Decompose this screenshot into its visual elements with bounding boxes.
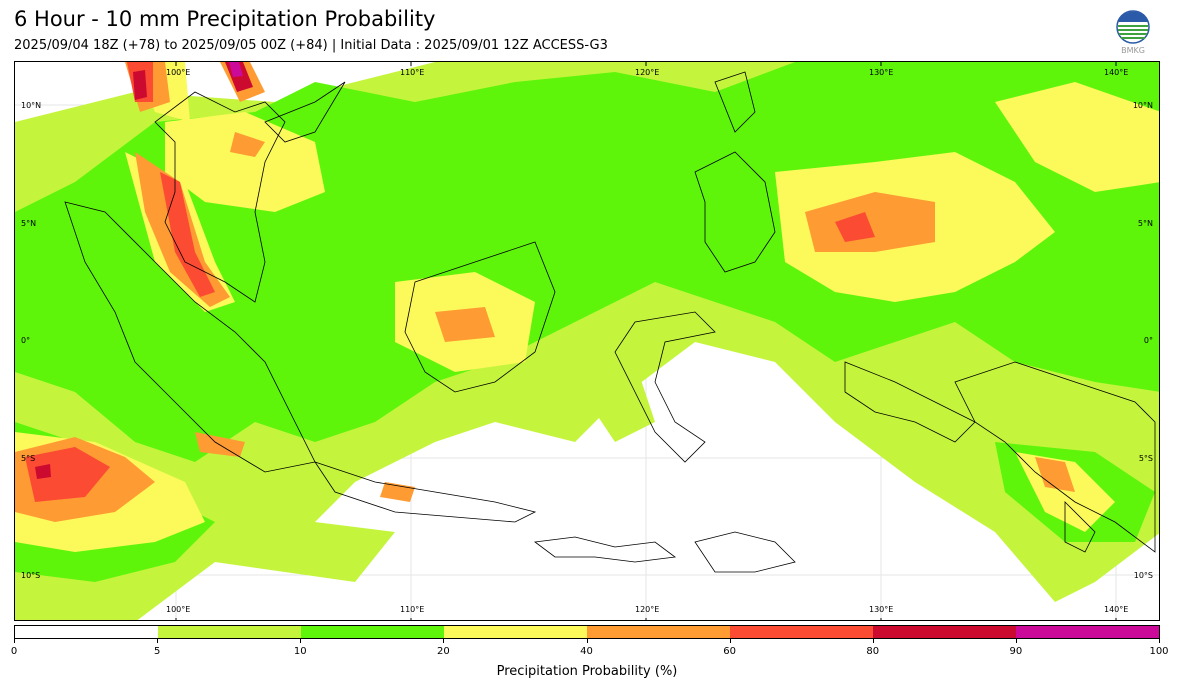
colorbar-tick [300, 639, 302, 643]
colorbar-segment [873, 626, 1016, 638]
lat-label-right: 0° [1143, 336, 1153, 345]
lat-label-right: 10°S [1133, 571, 1153, 580]
colorbar-title: Precipitation Probability (%) [496, 664, 678, 679]
lon-label-bottom: 140°E [1104, 605, 1129, 614]
lat-label-left: 0° [21, 336, 31, 345]
bmkg-logo: BMKG [1114, 10, 1152, 56]
colorbar-segment [587, 626, 730, 638]
colorbar-tick-label: 60 [723, 646, 736, 657]
colorbar-tick [157, 639, 159, 643]
lon-label-bottom: 130°E [869, 605, 894, 614]
precipitation-map: 100°E 110°E 120°E 130°E 140°E 100°E 110°… [14, 61, 1160, 621]
lat-label-left: 5°S [21, 454, 36, 463]
prob-90-100-layer [229, 62, 243, 77]
lat-label-right: 5°N [1137, 219, 1153, 228]
colorbar-tick-label: 100 [1149, 646, 1169, 657]
map-canvas [15, 62, 1159, 620]
colorbar-segment [444, 626, 587, 638]
map-subtitle: 2025/09/04 18Z (+78) to 2025/09/05 00Z (… [14, 38, 608, 53]
colorbar [14, 625, 1160, 639]
colorbar-tick-label: 5 [153, 646, 161, 657]
colorbar-tick [14, 639, 15, 643]
lat-label-left: 5°N [21, 219, 37, 228]
colorbar-tick-label: 80 [866, 646, 880, 657]
map-title: 6 Hour - 10 mm Precipitation Probability [14, 7, 436, 31]
colorbar-tick-label: 10 [293, 646, 307, 657]
lon-label-top: 100°E [166, 68, 191, 77]
colorbar-tick-label: 0 [10, 646, 18, 657]
colorbar-tick-label: 90 [1009, 646, 1023, 657]
lon-label-top: 110°E [400, 68, 425, 77]
colorbar-tick [872, 639, 874, 643]
coastlines [64, 71, 1156, 573]
colorbar-segment [301, 626, 444, 638]
lon-label-bottom: 120°E [635, 605, 660, 614]
lon-label-top: 120°E [635, 68, 660, 77]
lon-label-bottom: 100°E [166, 605, 191, 614]
lon-label-top: 140°E [1104, 68, 1129, 77]
colorbar-segment [15, 626, 158, 638]
colorbar-tick [1159, 639, 1160, 643]
colorbar-segment [730, 626, 873, 638]
colorbar-tick-label: 40 [580, 646, 593, 657]
colorbar-tick [586, 639, 588, 643]
colorbar-tick-label: 20 [437, 646, 450, 657]
lat-label-right: 10°N [1132, 101, 1153, 110]
colorbar-tick [443, 639, 445, 643]
lat-label-left: 10°S [21, 571, 41, 580]
lon-label-bottom: 110°E [400, 605, 425, 614]
svg-text:BMKG: BMKG [1121, 46, 1145, 55]
colorbar-tick [729, 639, 731, 643]
lat-label-right: 5°S [1138, 454, 1153, 463]
lat-label-left: 10°N [21, 101, 42, 110]
colorbar-tick [1015, 639, 1017, 643]
colorbar-segment [158, 626, 301, 638]
colorbar-segment [1016, 626, 1159, 638]
lon-label-top: 130°E [869, 68, 894, 77]
